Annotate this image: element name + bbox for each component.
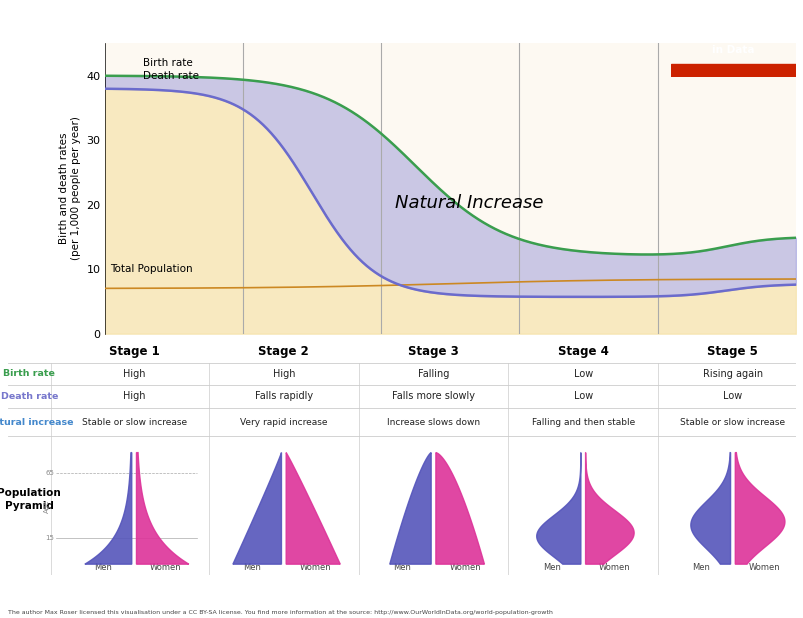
Text: Women: Women [449,563,480,572]
Text: Men: Men [93,563,112,572]
Polygon shape [585,452,634,564]
Text: Falls rapidly: Falls rapidly [255,391,312,401]
Text: Women: Women [149,563,181,572]
Text: Stable or slow increase: Stable or slow increase [679,418,785,426]
Text: The author Max Roser licensed this visualisation under a CC BY-SA license. You f: The author Max Roser licensed this visua… [8,610,552,615]
Text: in Data: in Data [711,45,754,55]
Text: Our World: Our World [703,28,763,38]
Text: 15: 15 [46,535,55,541]
Text: 65: 65 [46,470,55,476]
Text: Birth rate: Birth rate [142,58,192,68]
Polygon shape [435,452,484,564]
Text: Low: Low [573,391,592,401]
Text: Rising again: Rising again [702,369,762,379]
Text: Falling: Falling [418,369,449,379]
Polygon shape [536,452,580,564]
Text: Death rate: Death rate [1,392,58,400]
Polygon shape [233,452,281,564]
Text: Birth rate: Birth rate [3,370,55,378]
Text: Natural Increase: Natural Increase [394,194,543,212]
Text: Men: Men [393,563,410,572]
Text: Men: Men [691,563,710,572]
Text: Men: Men [542,563,560,572]
Text: Stage 3: Stage 3 [408,345,459,358]
Text: Death rate: Death rate [142,70,198,81]
Text: Stage 1: Stage 1 [108,345,159,358]
Polygon shape [286,452,340,564]
Text: Stage 5: Stage 5 [707,345,757,358]
Text: High: High [123,369,145,379]
Text: Age: Age [44,500,51,514]
Text: Increase slows down: Increase slows down [386,418,479,426]
Polygon shape [137,452,189,564]
Y-axis label: Birth and death rates
(per 1,000 people per year): Birth and death rates (per 1,000 people … [59,117,80,260]
Polygon shape [690,452,730,564]
Text: Stage 2: Stage 2 [258,345,309,358]
Text: High: High [123,391,145,401]
Text: Low: Low [723,391,742,401]
Text: Falling and then stable: Falling and then stable [531,418,634,426]
Polygon shape [85,452,132,564]
Text: Natural increase: Natural increase [0,418,73,426]
Text: Women: Women [598,563,630,572]
Text: Stage 4: Stage 4 [557,345,608,358]
Text: Stable or slow increase: Stable or slow increase [81,418,186,426]
Text: Falls more slowly: Falls more slowly [392,391,475,401]
Text: Very rapid increase: Very rapid increase [240,418,327,426]
Bar [671,64,795,77]
Polygon shape [735,452,784,564]
Text: Women: Women [300,563,331,572]
Text: Low: Low [573,369,592,379]
Text: High: High [272,369,295,379]
Text: Women: Women [748,563,779,572]
Text: Total Population: Total Population [110,265,193,274]
Text: Men: Men [243,563,261,572]
Polygon shape [389,452,430,564]
Text: Population
Pyramid: Population Pyramid [0,488,61,511]
